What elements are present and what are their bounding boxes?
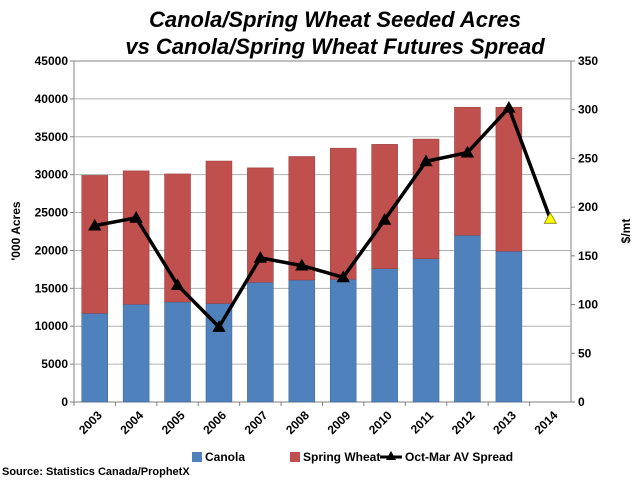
bar-spring-wheat xyxy=(247,167,274,283)
bar-canola xyxy=(412,258,440,403)
spread-point xyxy=(377,213,392,225)
y-left-tick-label: 5000 xyxy=(41,357,68,371)
y-right-tick-label: 200 xyxy=(578,200,598,214)
y-right-tick-label: 350 xyxy=(578,54,598,68)
y-left-tick-label: 30000 xyxy=(35,168,69,182)
x-tick-label: 2010 xyxy=(366,408,395,437)
y-left-tick-label: 35000 xyxy=(35,130,69,144)
chart-title-line-2: vs Canola/Spring Wheat Futures Spread xyxy=(125,34,545,59)
bar-canola xyxy=(81,313,108,403)
legend-label-spring-wheat: Spring Wheat xyxy=(303,450,380,464)
spread-line xyxy=(88,100,557,332)
spread-point xyxy=(336,270,350,283)
spread-point xyxy=(419,154,433,167)
legend-label-canola: Canola xyxy=(205,450,245,464)
y-right-tick-label: 0 xyxy=(578,395,585,409)
spread-point xyxy=(460,145,475,158)
bar-spring-wheat xyxy=(329,147,357,280)
bar-canola xyxy=(122,303,150,403)
x-tick-label: 2005 xyxy=(159,408,188,437)
x-axis: 2003 2004 2005 2006 2007 2008 2009 2010 2011 2012… xyxy=(73,402,561,437)
bar-canola xyxy=(247,282,274,403)
y-right-tick-label: 250 xyxy=(578,151,598,165)
spread-point xyxy=(170,278,185,290)
chart-title-line-1: Canola/Spring Wheat Seeded Acres xyxy=(149,7,521,32)
y-axis-left-label: '000 Acres xyxy=(9,201,23,260)
x-tick-label: 2011 xyxy=(408,408,437,437)
bar-canola xyxy=(164,301,191,403)
bars xyxy=(81,106,523,403)
y-left-tick-label: 20000 xyxy=(35,243,69,257)
x-tick-label: 2009 xyxy=(325,408,354,437)
x-tick-label: 2003 xyxy=(76,408,105,437)
x-tick-label: 2013 xyxy=(490,408,519,437)
spread-point xyxy=(88,218,102,231)
y-axis-right: 0 50 100 150 200 250 300 350 xyxy=(571,54,598,409)
spread-line-tail xyxy=(507,107,552,220)
spread-point xyxy=(253,250,268,263)
legend: Canola Spring Wheat Oct-Mar AV Spread xyxy=(192,450,513,464)
spread-point xyxy=(212,320,226,332)
y-left-tick-label: 15000 xyxy=(35,281,69,295)
x-tick-label: 2008 xyxy=(283,408,312,437)
legend-swatch-spring-wheat xyxy=(290,452,300,462)
y-left-tick-label: 45000 xyxy=(35,54,69,68)
y-left-tick-label: 25000 xyxy=(35,206,69,220)
legend-label-spread: Oct-Mar AV Spread xyxy=(405,450,513,464)
spread-point xyxy=(502,100,516,113)
y-right-tick-label: 150 xyxy=(578,249,598,263)
y-left-tick-label: 10000 xyxy=(35,319,69,333)
legend-swatch-canola xyxy=(192,452,202,462)
y-axis-left: 0 5000 10000 15000 20000 25000 30000 35000 40000… xyxy=(35,54,74,409)
legend-marker-spread xyxy=(386,451,396,460)
spread-point xyxy=(129,211,143,223)
y-right-tick-label: 100 xyxy=(578,298,598,312)
y-right-tick-label: 50 xyxy=(578,346,592,360)
bar-canola xyxy=(454,235,481,403)
source-note: Source: Statistics Canada/ProphetX xyxy=(2,466,190,478)
y-left-tick-label: 0 xyxy=(61,395,68,409)
x-tick-label: 2006 xyxy=(200,408,229,437)
x-tick-label: 2012 xyxy=(449,408,478,437)
plot-area xyxy=(73,60,572,403)
y-left-tick-label: 40000 xyxy=(35,92,69,106)
bar-spring-wheat xyxy=(454,106,481,236)
bar-canola xyxy=(329,278,357,403)
y-axis-right-label: $/mt xyxy=(619,219,633,244)
spread-point-highlight xyxy=(543,212,557,224)
y-right-tick-label: 300 xyxy=(578,103,598,117)
bar-spring-wheat xyxy=(122,170,150,305)
bar-canola xyxy=(288,279,316,403)
bar-canola xyxy=(371,268,398,403)
bar-spring-wheat xyxy=(205,160,233,304)
gridlines xyxy=(74,98,571,365)
x-tick-label: 2014 xyxy=(532,408,561,437)
x-tick-label: 2004 xyxy=(117,408,146,437)
x-tick-label: 2007 xyxy=(242,408,271,437)
bar-canola xyxy=(495,250,523,403)
spread-point xyxy=(295,258,309,271)
bar-spring-wheat xyxy=(81,175,108,314)
